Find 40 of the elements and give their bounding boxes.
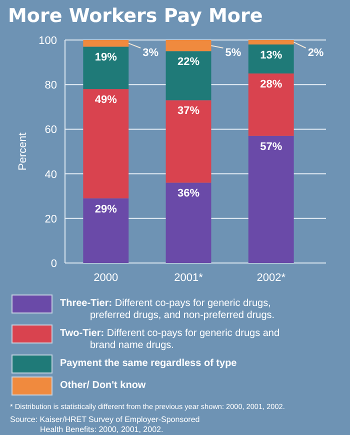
x-tick-label: 2002*: [256, 272, 286, 284]
y-tick-label: 80: [44, 80, 57, 92]
bar: [83, 40, 129, 47]
bar: [83, 89, 129, 198]
data-label: 57%: [260, 140, 282, 153]
bar: [83, 46, 129, 90]
y-tick-label: 60: [44, 124, 57, 136]
data-label: 28%: [260, 78, 282, 90]
y-axis-title: Percent: [17, 132, 29, 170]
legend-label: Payment the same regardless of type: [60, 358, 238, 369]
y-tick-label: 0: [50, 258, 57, 270]
bar: [83, 198, 129, 263]
data-label: 2%: [308, 47, 324, 59]
bar: [248, 136, 294, 263]
bar: [248, 73, 294, 136]
legend-label: Other/ Don't know: [60, 380, 146, 391]
data-label: 3%: [142, 47, 159, 59]
bar: [166, 100, 212, 183]
bar: [166, 51, 212, 100]
legend-label: Three-Tier: Different co-pays for generic drugs, preferred drugs, and non-preferred drugs.: [60, 298, 275, 321]
y-tick-label: 100: [38, 35, 57, 47]
data-label: 22%: [177, 56, 200, 68]
bar: [248, 44, 294, 74]
y-tick-label: 20: [44, 213, 57, 226]
bar: [248, 40, 294, 44]
bar: [166, 182, 212, 263]
data-label: 37%: [177, 105, 200, 118]
data-label: 36%: [177, 188, 200, 200]
x-tick-label: 2000: [94, 272, 118, 284]
x-tick-label: 2001*: [174, 272, 204, 284]
legend-label: Two-Tier: Different co-pays for generic drugs and brand name drugs.: [60, 328, 280, 351]
data-label: 29%: [94, 203, 118, 216]
data-label: 19%: [94, 52, 118, 64]
bar: [166, 40, 212, 52]
y-tick-label: 40: [44, 168, 57, 181]
chart-title: More Workers Pay More: [8, 5, 263, 27]
data-label: 49%: [94, 94, 118, 106]
source-note: Source: Kaiser/HRET Survey of Employer-Sponsored Health Benefits: 2000, 2001, 2002.: [10, 415, 200, 434]
data-label: 5%: [225, 47, 242, 59]
data-label: 13%: [260, 49, 282, 62]
